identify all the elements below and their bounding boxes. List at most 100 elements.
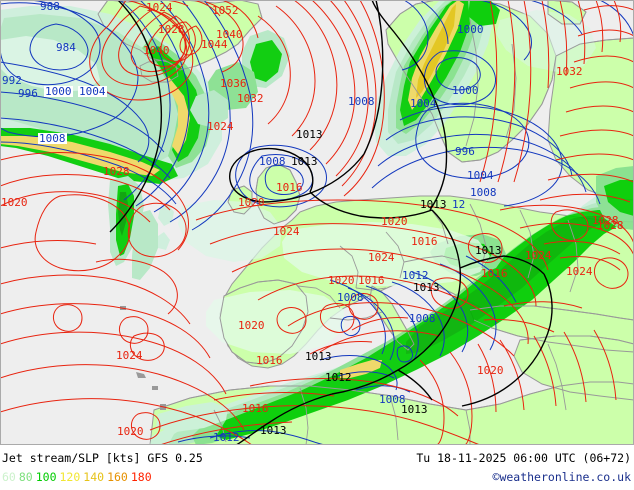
isobar-label-1028-59: 1028 <box>592 214 619 227</box>
isobar-label-1012-49: 1012 <box>325 371 352 384</box>
product-title: Jet stream/SLP [kts] GFS 0.25 <box>2 451 203 465</box>
border-france-italy <box>355 287 387 291</box>
island-speck-2 <box>136 372 146 378</box>
coast-arctic-island <box>547 0 587 25</box>
isobar-label-1024-1: 1024 <box>146 1 173 14</box>
legend-value-80: 80 <box>18 470 33 484</box>
isobar-label-1000-15: 1000 <box>457 23 484 36</box>
border-algeria-tunisia <box>299 387 309 445</box>
legend-value-100: 100 <box>35 470 57 484</box>
isobar-label-1024-54: 1024 <box>116 349 143 362</box>
border-libya-egypt <box>465 409 471 445</box>
coast-greenland <box>97 0 263 71</box>
border-france-germany <box>339 245 359 289</box>
isobar-label-1016-41: 1016 <box>481 267 508 280</box>
isobar-label-1032-17: 1032 <box>556 65 583 78</box>
isobar-label-1020-60: 1020 <box>1 196 28 209</box>
map-svg <box>0 0 634 445</box>
isobar-label-996-10: 996 <box>18 87 38 100</box>
jet-core-140-norwegian <box>416 4 456 98</box>
isobar-label-1004-25: 1004 <box>467 169 494 182</box>
map-canvas[interactable]: 988 1024 1052 1028 1040 984 1040 1044 1036 992 996… <box>0 0 634 445</box>
isobar-label-1016-26: 1016 <box>276 181 303 194</box>
isobar-label-1013-28: 1013 <box>420 198 447 211</box>
border-iraq-iran <box>547 343 567 411</box>
isobar-label-1000-14: 1000 <box>452 84 479 97</box>
coast-great-britain <box>255 163 301 225</box>
jet-band-faint-iberia <box>206 290 344 354</box>
isobar-label-988-0: 988 <box>40 0 60 13</box>
isobar-label-1012-40: 1012 <box>402 269 429 282</box>
isobar-label-1024-43: 1024 <box>566 265 593 278</box>
isobar-label-1004-16: 1004 <box>410 97 437 110</box>
coast-norway-west <box>385 0 437 31</box>
jet-band-faint-central-europe <box>282 222 490 286</box>
coast-anatolia-south <box>473 319 634 353</box>
border-spain-france <box>297 285 341 309</box>
isobar-label-1004-12: 1004 <box>78 85 107 98</box>
isobar-label-1000-11: 1000 <box>44 85 73 98</box>
isobar-label-1024-32: 1024 <box>273 225 300 238</box>
coast-italy <box>369 285 415 351</box>
coast-iberia <box>219 279 309 365</box>
isobar-label-1008-23: 1008 <box>259 155 286 168</box>
isobar-label-1013-48: 1013 <box>305 350 332 363</box>
isobar-label-1020-30: 1020 <box>238 196 265 209</box>
isobar-label-1012-56: 1012 <box>213 431 240 444</box>
legend-value-60: 60 <box>2 470 16 484</box>
isobar-label-1016-34: 1016 <box>411 235 438 248</box>
isobar-label-12-29: 12 <box>452 198 466 211</box>
jet-core-100-greenland-east <box>250 40 282 82</box>
jet-core-120-mediterranean <box>340 360 382 378</box>
isobars-high <box>0 0 634 445</box>
isobar-label-1008-27: 1008 <box>470 186 497 199</box>
isobar-label-1013-24: 1013 <box>291 155 318 168</box>
isobar-label-1008-19: 1008 <box>348 95 375 108</box>
isobar-label-1052-2: 1052 <box>212 4 239 17</box>
legend-value-140: 140 <box>83 470 105 484</box>
isobar-label-996-21: 996 <box>455 145 475 158</box>
isobar-label-992-9: 992 <box>2 74 22 87</box>
isobars-low <box>0 0 634 445</box>
isobar-label-1008-46: 1008 <box>409 312 436 325</box>
isobar-label-1020-55: 1020 <box>117 425 144 438</box>
isobar-label-1036-8: 1036 <box>220 77 247 90</box>
isobar-label-1028-3: 1028 <box>158 23 185 36</box>
isobar-label-1016-52: 1016 <box>242 402 269 415</box>
jet-patch-small-2 <box>158 232 170 250</box>
jet-band-60-baltic <box>496 10 596 72</box>
jet-band-60-iceland-inner <box>0 36 100 92</box>
border-sweden-finland <box>505 43 517 139</box>
jet-stream-speed-scale: 60 80 100 120 140 160 180 <box>2 470 155 484</box>
isobar-label-984-5: 984 <box>56 41 76 54</box>
jet-band-60-biscay <box>178 200 282 262</box>
isobar-label-1008-18: 1008 <box>38 132 67 145</box>
jet-patch-azores-south <box>132 210 158 280</box>
jet-core-120-atlantic-arc <box>168 76 190 154</box>
isobar-label-1008-44: 1008 <box>337 291 364 304</box>
isobar-label-1016-39: 1016 <box>358 274 385 287</box>
coast-middle-east <box>519 335 634 345</box>
run-valid-time: Tu 18-11-2025 06:00 UTC (06+72) <box>416 451 631 465</box>
jet-core-dark-mediterranean-east <box>406 216 606 354</box>
border-ukraine-east <box>519 209 535 279</box>
footer-bar: Jet stream/SLP [kts] GFS 0.25 Tu 18-11-2… <box>0 445 634 490</box>
coast-anatolia-north <box>469 305 634 321</box>
isobar-label-1013-57: 1013 <box>260 424 287 437</box>
island-speck-3 <box>152 386 158 390</box>
isobar-label-1044-7: 1044 <box>201 38 228 51</box>
isobar-label-1013-51: 1013 <box>401 403 428 416</box>
isobar-label-1040-6: 1040 <box>143 44 170 57</box>
isobar-1013 <box>109 0 553 445</box>
isobar-label-1020-45: 1020 <box>238 319 265 332</box>
isobar-label-1013-22: 1013 <box>296 128 323 141</box>
isobar-label-1020-31: 1020 <box>381 215 408 228</box>
border-ukraine-west <box>469 203 487 269</box>
border-germany-czech <box>385 231 405 279</box>
isobar-label-1028-53: 1028 <box>103 165 130 178</box>
coast-sweden-finland <box>461 55 557 163</box>
copyright-notice: ©weatheronline.co.uk <box>492 470 631 484</box>
isobar-label-1024-35: 1024 <box>368 251 395 264</box>
isobar-label-1040-4: 1040 <box>216 28 243 41</box>
legend-value-160: 160 <box>107 470 128 484</box>
